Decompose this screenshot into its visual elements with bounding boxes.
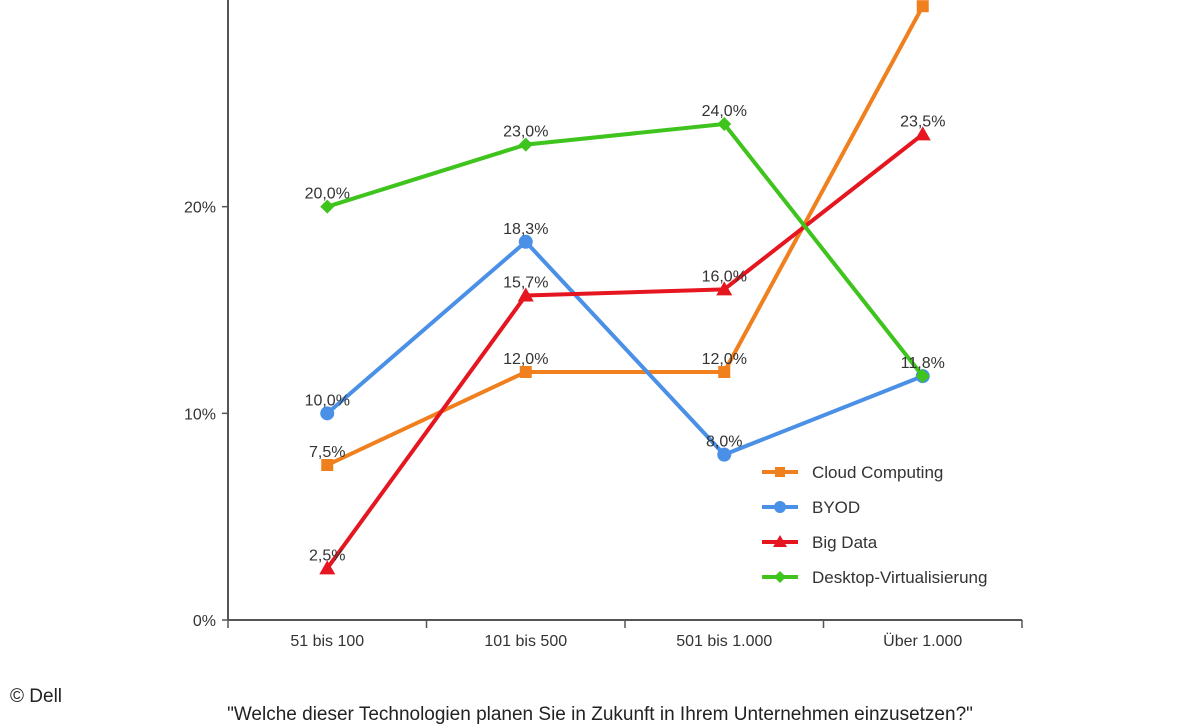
data-labels: 7,5% 12,0% 12,0% 10,0% 18,3% 8,0% 11,8% 2,5% 15,… [305,103,946,564]
series-desktop-virtualisierung [320,117,930,384]
legend-marker [775,467,785,477]
chart-legend: Cloud Computing BYOD Big Data Desktop-Virtu… [762,463,987,587]
data-label: 12,0% [503,351,548,368]
data-point [915,369,930,384]
y-tick-label: 20% [184,200,216,217]
data-point [916,0,929,13]
data-point [517,287,534,302]
copyright-credit: © Dell [10,686,63,707]
series-big-data [319,126,931,575]
data-label: 7,5% [309,444,345,461]
x-tick-label: 501 bis 1.000 [676,633,772,650]
data-label: 12,0% [702,351,747,368]
data-label: 20,0% [305,186,350,203]
data-point [717,117,732,131]
legend-marker [773,535,787,547]
data-point [716,281,733,296]
series-line [326,5,925,467]
x-tick-label: 51 bis 100 [290,633,364,650]
legend-item: Cloud Computing [762,463,943,482]
y-tick-label: 0% [193,613,216,630]
data-point [319,560,336,575]
legend-label: Cloud Computing [812,463,943,482]
data-point [320,199,335,214]
data-label: 23,0% [503,124,548,141]
legend-item: Desktop-Virtualisierung [762,568,987,587]
data-point [519,366,532,378]
data-label: 16,0% [702,268,747,285]
series-cloud-computing [321,0,929,471]
data-point [320,406,335,421]
data-label: 8,0% [706,434,742,451]
legend-marker [774,571,786,583]
legend-label: Big Data [812,533,878,552]
series-line [326,122,925,378]
data-label: 2,5% [309,547,345,564]
data-label: 24,0% [702,103,747,120]
data-label: 18,3% [503,221,548,238]
data-label: 11,8% [901,355,945,372]
y-tick-label: 10% [184,406,216,423]
x-tick-label: 101 bis 500 [484,633,567,650]
series-line [325,239,924,457]
legend-item: Big Data [762,533,878,552]
chart-series [319,0,931,575]
data-point [718,366,731,378]
data-point [717,447,732,462]
legend-marker [774,501,786,513]
series-line [325,132,924,570]
x-tick-label: Über 1.000 [883,632,962,650]
data-label: 10,0% [305,392,350,409]
data-point [518,137,533,152]
survey-question-caption: "Welche dieser Technologien planen Sie i… [227,704,973,725]
data-point [914,126,931,141]
data-point [321,459,334,471]
x-axis-ticks: 51 bis 100 101 bis 500 501 bis 1.000 Über 1… [227,620,1023,650]
y-axis-ticks: 0% 10% 20% [184,200,228,630]
legend-label: Desktop-Virtualisierung [812,568,987,587]
data-point [518,234,533,249]
chart-axes [227,0,1022,621]
data-label: 23,5% [900,113,945,130]
data-label: 15,7% [503,275,548,292]
legend-label: BYOD [812,498,860,517]
legend-item: BYOD [762,498,860,517]
